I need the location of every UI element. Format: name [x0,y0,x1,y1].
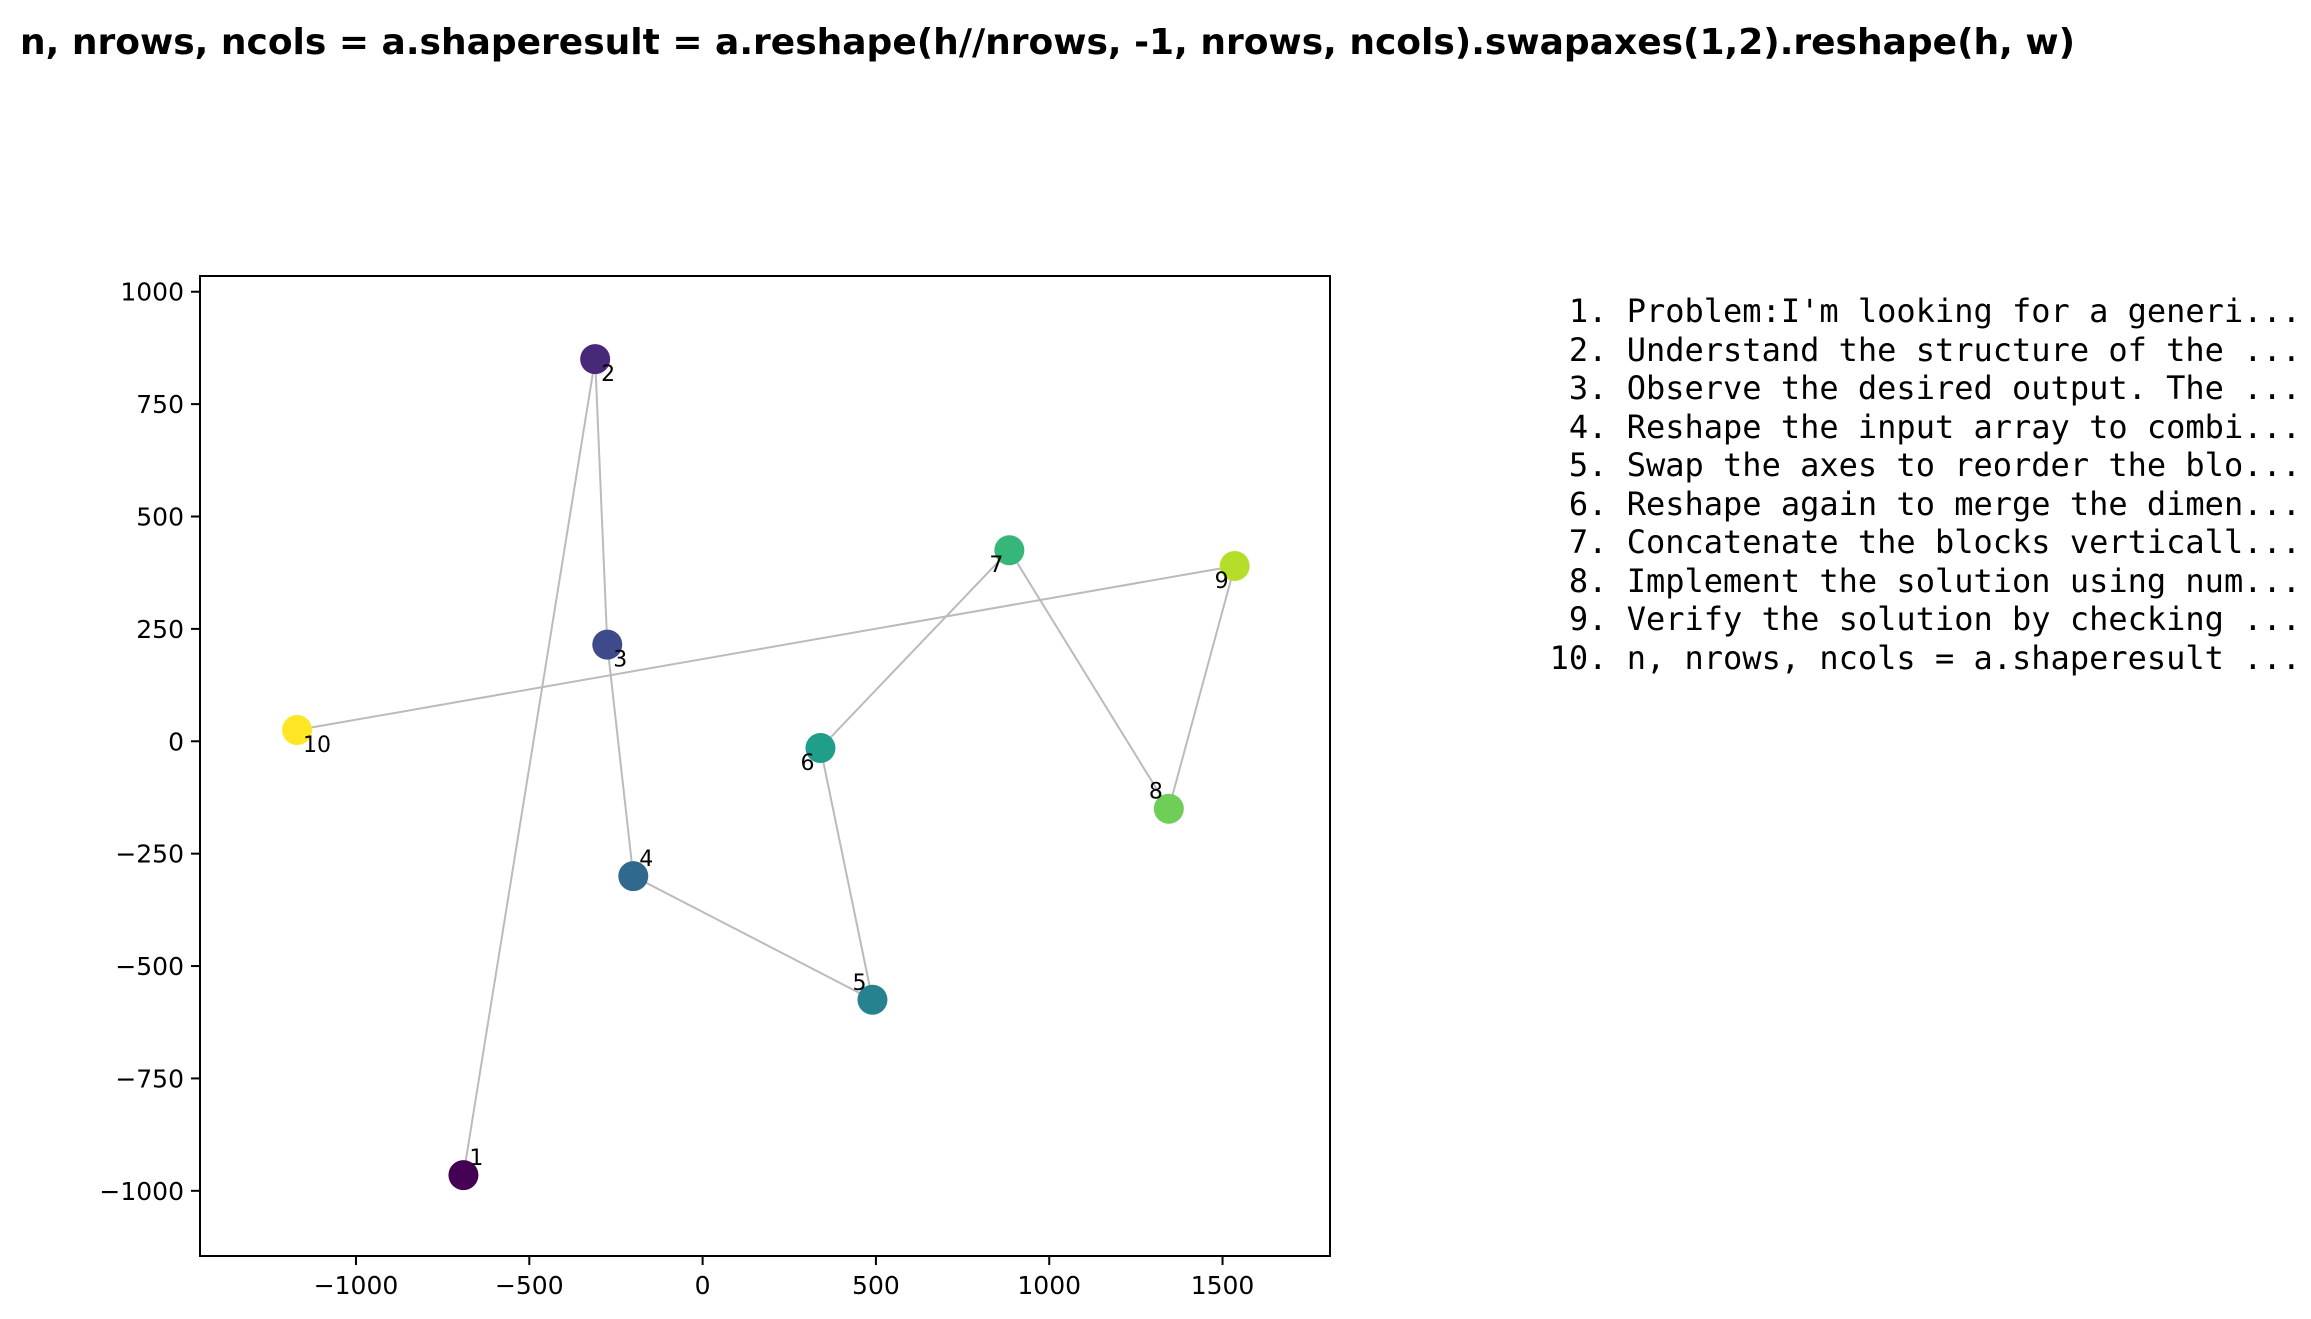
scatter-point [857,984,888,1015]
x-tick-label: 0 [695,1271,711,1300]
scatter-point [1219,550,1250,581]
step-text: Verify the solution by checking ... [1626,600,2301,638]
step-item: 2. Understand the structure of the ... [1530,331,2301,370]
point-label: 3 [613,648,627,673]
point-label: 9 [1215,569,1229,594]
scatter-point [282,715,313,746]
point-label: 8 [1149,780,1163,805]
step-number: 5 [1568,446,1589,484]
step-separator: . [1588,407,1627,446]
step-text: Concatenate the blocks verticall... [1626,523,2301,561]
step-number: 10 [1549,638,1589,677]
step-number: 4 [1568,407,1589,446]
connector-line [594,359,609,645]
scatter-point [994,535,1025,566]
point-labels: 1 2 3 4 5 6 7 8 9 10 [303,362,1229,1171]
x-tick-label: −500 [495,1271,564,1300]
connector-line [819,549,1011,749]
x-tick-label: 500 [852,1271,900,1300]
y-tick-label: 250 [136,615,184,644]
point-label: 5 [852,971,866,996]
y-tick-label: −250 [115,840,184,869]
point-markers [282,344,1250,1191]
step-text: n, nrows, ncols = a.shaperesult ... [1626,638,2301,677]
y-tick-label: 750 [136,390,184,419]
scatter-point [1153,793,1184,824]
step-number: 7 [1568,523,1589,561]
connector-line [296,564,1235,732]
y-tick-label: −750 [115,1064,184,1093]
step-separator: . [1588,484,1627,523]
step-text: Reshape again to merge the dimen... [1626,484,2301,523]
connector-line [462,359,597,1176]
connector-line [632,875,873,1001]
step-item: 9. Verify the solution by checking ... [1530,600,2301,639]
step-text: Observe the desired output. The ... [1626,369,2301,407]
step-separator: . [1588,369,1627,407]
point-label: 7 [989,553,1003,578]
step-separator: . [1588,561,1627,600]
connector-line [606,644,635,877]
point-label: 6 [800,751,814,776]
step-item: 1. Problem:I'm looking for a generi... [1530,292,2301,331]
y-tick-label: 500 [136,503,184,532]
plot-frame [199,275,1331,1257]
steps-list: 1. Problem:I'm looking for a generi... 2.… [1530,292,2301,677]
point-label: 4 [639,847,653,872]
step-item: 7. Concatenate the blocks verticall... [1530,523,2301,562]
x-tick-label: −1000 [314,1271,399,1300]
x-axis-ticks: −1000 −500 0 500 1000 1500 [314,1256,1255,1300]
scatter-point [618,861,649,892]
step-number: 8 [1568,561,1589,600]
connector-line [819,747,874,1000]
step-number: 6 [1568,484,1589,523]
step-number: 9 [1568,600,1589,638]
step-separator: . [1588,600,1627,638]
step-separator: . [1588,523,1627,561]
step-text: Understand the structure of the ... [1626,330,2301,369]
scatter-point [805,733,836,764]
point-label: 1 [469,1146,483,1171]
y-axis-ticks: −1000 −750 −500 −250 0 250 500 750 1000 [99,278,200,1206]
figure-title: n, nrows, ncols = a.shaperesult = a.resh… [20,22,2076,63]
step-number: 2 [1568,330,1589,369]
point-label: 10 [303,733,331,758]
step-number: 3 [1568,369,1589,407]
step-item: 5. Swap the axes to reorder the blo... [1530,446,2301,485]
step-text: Reshape the input array to combi... [1626,407,2301,446]
step-text: Swap the axes to reorder the blo... [1626,446,2301,484]
scatter-point [580,344,611,375]
step-text: Problem:I'm looking for a generi... [1626,292,2301,330]
connector-line [1008,549,1170,810]
step-item: 4. Reshape the input array to combi... [1530,408,2301,447]
y-tick-label: 0 [168,727,184,756]
scatter-point [592,629,623,660]
x-tick-label: 1500 [1191,1271,1255,1300]
y-tick-label: 1000 [120,278,184,307]
step-separator: . [1588,292,1627,330]
step-item: 6. Reshape again to merge the dimen... [1530,485,2301,524]
x-tick-label: 1000 [1017,1271,1081,1300]
step-separator: . [1588,446,1627,484]
step-number: 1 [1568,292,1589,330]
step-item: 8. Implement the solution using num... [1530,562,2301,601]
step-separator: . [1588,330,1627,369]
y-tick-label: −500 [115,952,184,981]
y-tick-label: −1000 [99,1177,184,1206]
connector-line [1167,565,1236,809]
step-item: 10. n, nrows, ncols = a.shaperesult ... [1530,639,2301,678]
step-text: Implement the solution using num... [1626,561,2301,600]
step-item: 3. Observe the desired output. The ... [1530,369,2301,408]
step-separator: . [1588,638,1627,677]
connecting-lines [296,359,1236,1176]
scatter-point [448,1160,479,1191]
point-label: 2 [601,362,615,387]
